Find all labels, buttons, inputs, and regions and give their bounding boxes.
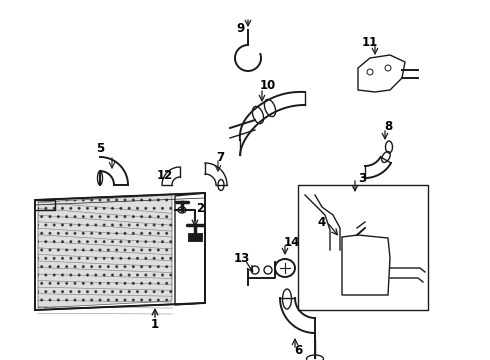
Text: 13: 13 [234,252,250,265]
Text: 14: 14 [284,235,300,248]
Text: 9: 9 [236,22,244,35]
Text: 7: 7 [216,150,224,163]
Text: 11: 11 [362,36,378,49]
Text: 5: 5 [96,141,104,154]
Text: 8: 8 [384,120,392,132]
Text: 2: 2 [196,202,204,215]
Polygon shape [38,195,172,308]
Text: 3: 3 [358,171,366,185]
Text: 10: 10 [260,78,276,91]
Text: 12: 12 [157,168,173,181]
Bar [298,185,428,310]
Text: 4: 4 [318,216,326,229]
Text: 1: 1 [151,319,159,332]
Text: 6: 6 [294,343,302,356]
